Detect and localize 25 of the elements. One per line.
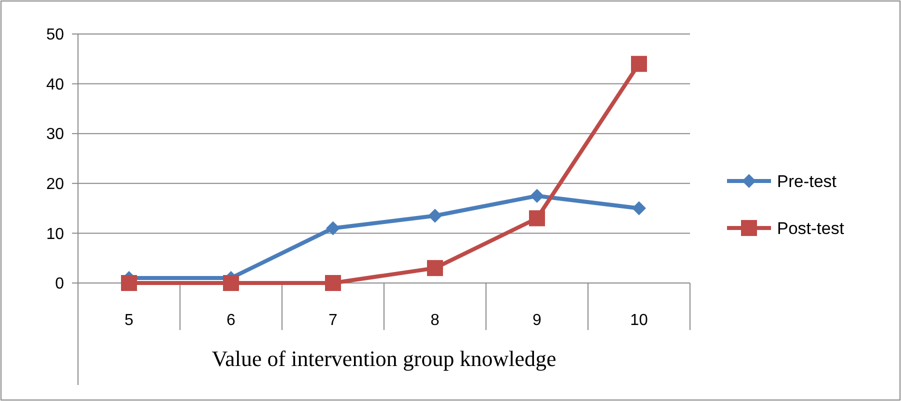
x-tick-label: 6 <box>226 312 236 329</box>
point <box>121 275 137 291</box>
point <box>427 260 443 276</box>
y-tick-label: 0 <box>55 276 64 293</box>
legend-label: Pre-test <box>777 172 837 191</box>
y-tick-label: 50 <box>46 26 64 44</box>
y-tick-label: 10 <box>46 226 64 243</box>
x-tick-label: 10 <box>630 312 648 329</box>
y-tick-label: 30 <box>46 126 64 144</box>
point <box>325 275 341 291</box>
x-tick-label: 5 <box>124 312 134 329</box>
point <box>631 56 647 72</box>
point <box>529 210 545 226</box>
point <box>326 221 340 236</box>
y-tick-label: 20 <box>46 176 64 193</box>
y-tick-label: 40 <box>46 76 64 94</box>
point <box>530 188 544 203</box>
x-axis-title: Value of intervention group knowledge <box>212 346 556 371</box>
legend-label: Post-test <box>777 218 844 238</box>
x-tick-label: 8 <box>430 312 440 329</box>
x-tick-label: 7 <box>328 312 338 329</box>
point <box>428 208 442 223</box>
point <box>223 275 239 291</box>
point <box>632 201 646 216</box>
x-tick-label: 9 <box>532 312 542 329</box>
